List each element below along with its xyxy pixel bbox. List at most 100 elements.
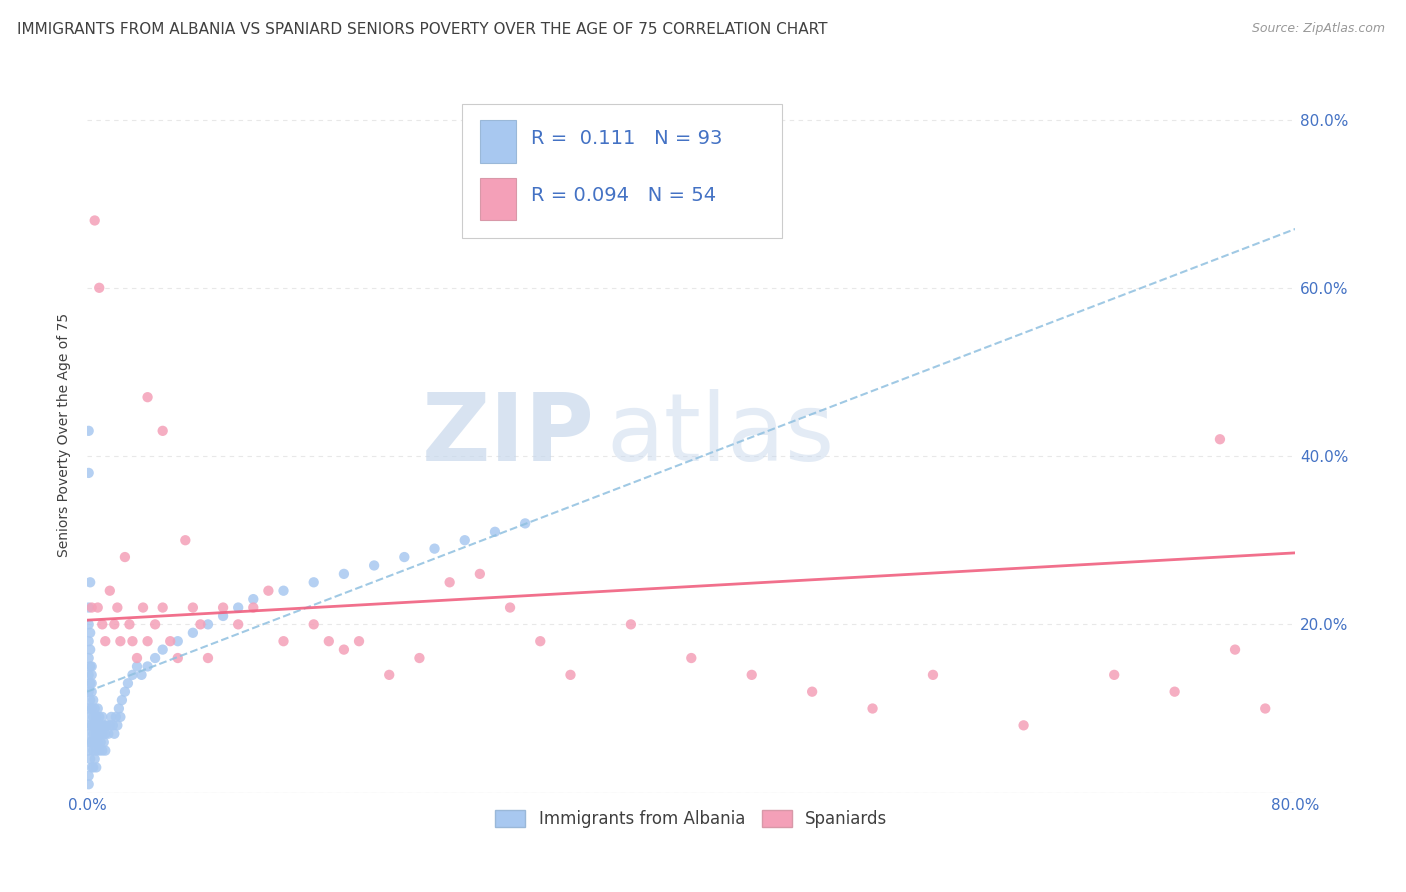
Point [515, 516, 537, 531]
Point [79, 575, 101, 590]
Point [79, 727, 101, 741]
Point [105, 718, 128, 732]
Point [82, 727, 104, 741]
Point [302, 575, 325, 590]
Point [333, 566, 356, 581]
Point [1163, 684, 1185, 698]
Point [114, 684, 136, 698]
Point [97, 727, 120, 741]
Point [408, 651, 430, 665]
Point [84, 760, 107, 774]
Point [152, 424, 174, 438]
Legend: Immigrants from Albania, Spaniards: Immigrants from Albania, Spaniards [489, 803, 894, 834]
Point [91, 710, 114, 724]
Point [125, 651, 148, 665]
Text: atlas: atlas [607, 389, 835, 481]
Point [121, 634, 143, 648]
Point [93, 735, 115, 749]
Point [103, 617, 125, 632]
Point [190, 617, 212, 632]
Point [101, 718, 124, 732]
Point [89, 710, 111, 724]
Point [143, 617, 166, 632]
Point [212, 609, 235, 624]
Point [77, 718, 100, 732]
Point [132, 600, 155, 615]
Point [347, 634, 370, 648]
Point [681, 651, 703, 665]
Point [143, 651, 166, 665]
Point [136, 390, 159, 404]
Point [94, 743, 117, 757]
Point [117, 676, 139, 690]
Point [273, 634, 295, 648]
Point [226, 617, 249, 632]
Point [136, 634, 159, 648]
Point [80, 735, 103, 749]
Point [174, 533, 197, 548]
Y-axis label: Seniors Poverty Over the Age of 75: Seniors Poverty Over the Age of 75 [58, 313, 72, 558]
Point [166, 634, 188, 648]
Point [100, 710, 122, 724]
Point [439, 575, 461, 590]
Point [499, 600, 522, 615]
Point [83, 752, 105, 766]
Point [862, 701, 884, 715]
Point [1209, 432, 1232, 446]
Point [197, 651, 219, 665]
Point [90, 718, 112, 732]
Point [80, 701, 103, 715]
Point [98, 583, 121, 598]
Point [468, 566, 491, 581]
Text: IMMIGRANTS FROM ALBANIA VS SPANIARD SENIORS POVERTY OVER THE AGE OF 75 CORRELATI: IMMIGRANTS FROM ALBANIA VS SPANIARD SENI… [17, 22, 827, 37]
Point [80, 718, 103, 732]
Point [87, 600, 110, 615]
Point [922, 668, 945, 682]
Point [114, 550, 136, 565]
Point [84, 743, 107, 757]
Point [77, 668, 100, 682]
Point [80, 668, 103, 682]
Point [1102, 668, 1125, 682]
Bar [479, 178, 516, 220]
Point [87, 735, 110, 749]
Point [105, 600, 128, 615]
Point [79, 752, 101, 766]
Point [1012, 718, 1035, 732]
Point [131, 668, 153, 682]
Point [79, 642, 101, 657]
Bar [479, 120, 516, 163]
Point [212, 600, 235, 615]
Point [77, 769, 100, 783]
Point [136, 659, 159, 673]
Point [84, 710, 107, 724]
Point [484, 524, 506, 539]
Text: R =  0.111   N = 93: R = 0.111 N = 93 [530, 128, 721, 148]
Point [257, 583, 280, 598]
Point [80, 684, 103, 698]
Point [87, 718, 110, 732]
Point [89, 743, 111, 757]
Point [83, 718, 105, 732]
Point [273, 583, 295, 598]
Point [80, 760, 103, 774]
Point [82, 743, 104, 757]
Point [87, 701, 110, 715]
Point [77, 617, 100, 632]
Point [620, 617, 643, 632]
Point [1223, 642, 1246, 657]
Point [77, 743, 100, 757]
Point [77, 466, 100, 480]
Point [90, 735, 112, 749]
Text: R = 0.094   N = 54: R = 0.094 N = 54 [530, 186, 716, 205]
Text: Source: ZipAtlas.com: Source: ZipAtlas.com [1251, 22, 1385, 36]
Text: ZIP: ZIP [422, 389, 595, 481]
Point [741, 668, 763, 682]
Point [80, 659, 103, 673]
Point [83, 701, 105, 715]
Point [79, 676, 101, 690]
Point [94, 727, 117, 741]
Point [77, 600, 100, 615]
Point [79, 659, 101, 673]
Point [159, 634, 181, 648]
